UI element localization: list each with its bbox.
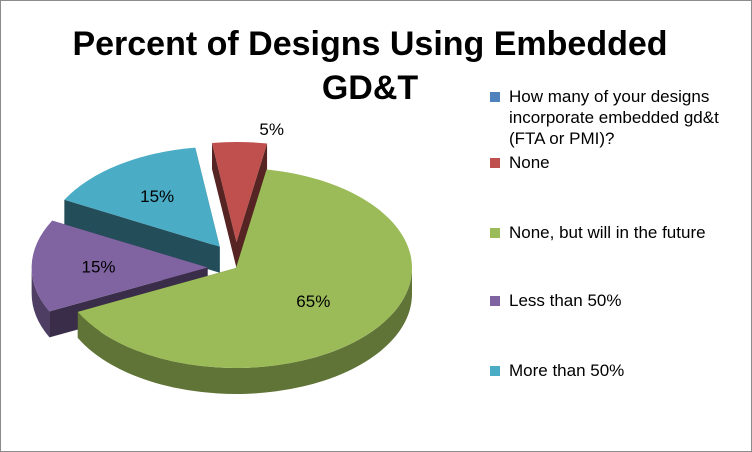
legend-swatch <box>490 296 500 306</box>
chart-title: Percent of Designs Using Embedded GD&T <box>72 25 668 107</box>
legend-label: More than 50% <box>509 361 625 380</box>
legend-label: How many of your designs incorporate emb… <box>509 87 719 148</box>
slice-data-label: 65% <box>296 292 330 311</box>
pie-slice <box>64 147 220 273</box>
legend-label: Less than 50% <box>509 291 622 310</box>
legend-swatch <box>490 92 500 102</box>
slice-data-label: 15% <box>82 257 116 276</box>
legend: How many of your designs incorporate emb… <box>490 86 750 396</box>
legend-swatch <box>490 158 500 168</box>
legend-label: None <box>509 153 550 172</box>
legend-swatch <box>490 366 500 376</box>
legend-swatch <box>490 228 500 238</box>
pie-slice <box>77 169 413 395</box>
pie-slice <box>212 142 268 269</box>
legend-label: None, but will in the future <box>509 223 706 242</box>
slice-data-label: 5% <box>259 120 284 139</box>
slice-data-label: 15% <box>140 187 174 206</box>
